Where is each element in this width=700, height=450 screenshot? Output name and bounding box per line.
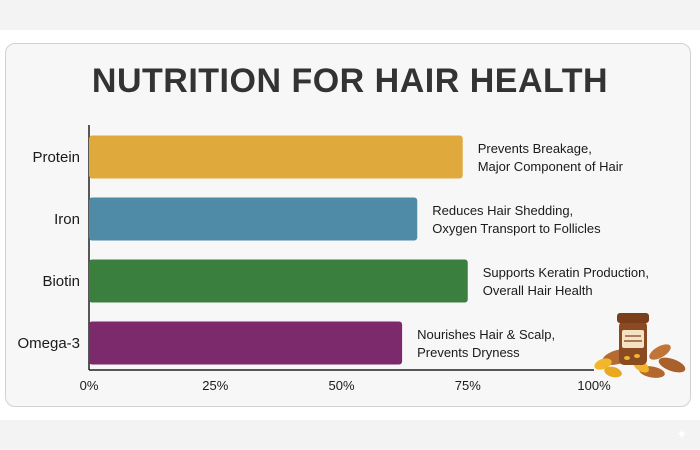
bottom-band — [0, 420, 700, 450]
x-tick-label: 100% — [577, 378, 611, 393]
bar-annotation: Prevents Dryness — [417, 345, 520, 360]
x-tick-label: 25% — [202, 378, 228, 393]
sparkle-icon: ✦ — [676, 426, 688, 442]
bar-annotation: Oxygen Transport to Follicles — [432, 221, 601, 236]
bar-protein — [89, 135, 463, 179]
bar-iron — [89, 197, 418, 241]
category-label: Biotin — [42, 273, 80, 290]
top-band — [0, 0, 700, 30]
category-label: Iron — [54, 211, 80, 228]
bar-annotation: Major Component of Hair — [478, 159, 624, 174]
bar-annotation: Prevents Breakage, — [478, 141, 592, 156]
bar-biotin — [89, 259, 468, 303]
chart-title: NUTRITION FOR HAIR HEALTH — [91, 62, 609, 100]
category-label: Protein — [32, 149, 80, 166]
x-tick-label: 50% — [328, 378, 354, 393]
x-tick-label: 75% — [455, 378, 481, 393]
bar-annotation: Overall Hair Health — [483, 283, 593, 298]
bar-omega-3 — [89, 321, 403, 365]
x-tick-label: 0% — [80, 378, 99, 393]
bar-annotation: Nourishes Hair & Scalp, — [417, 327, 555, 342]
bar-annotation: Supports Keratin Production, — [483, 265, 649, 280]
bar-annotation: Reduces Hair Shedding, — [432, 203, 573, 218]
category-label: Omega-3 — [17, 335, 80, 352]
